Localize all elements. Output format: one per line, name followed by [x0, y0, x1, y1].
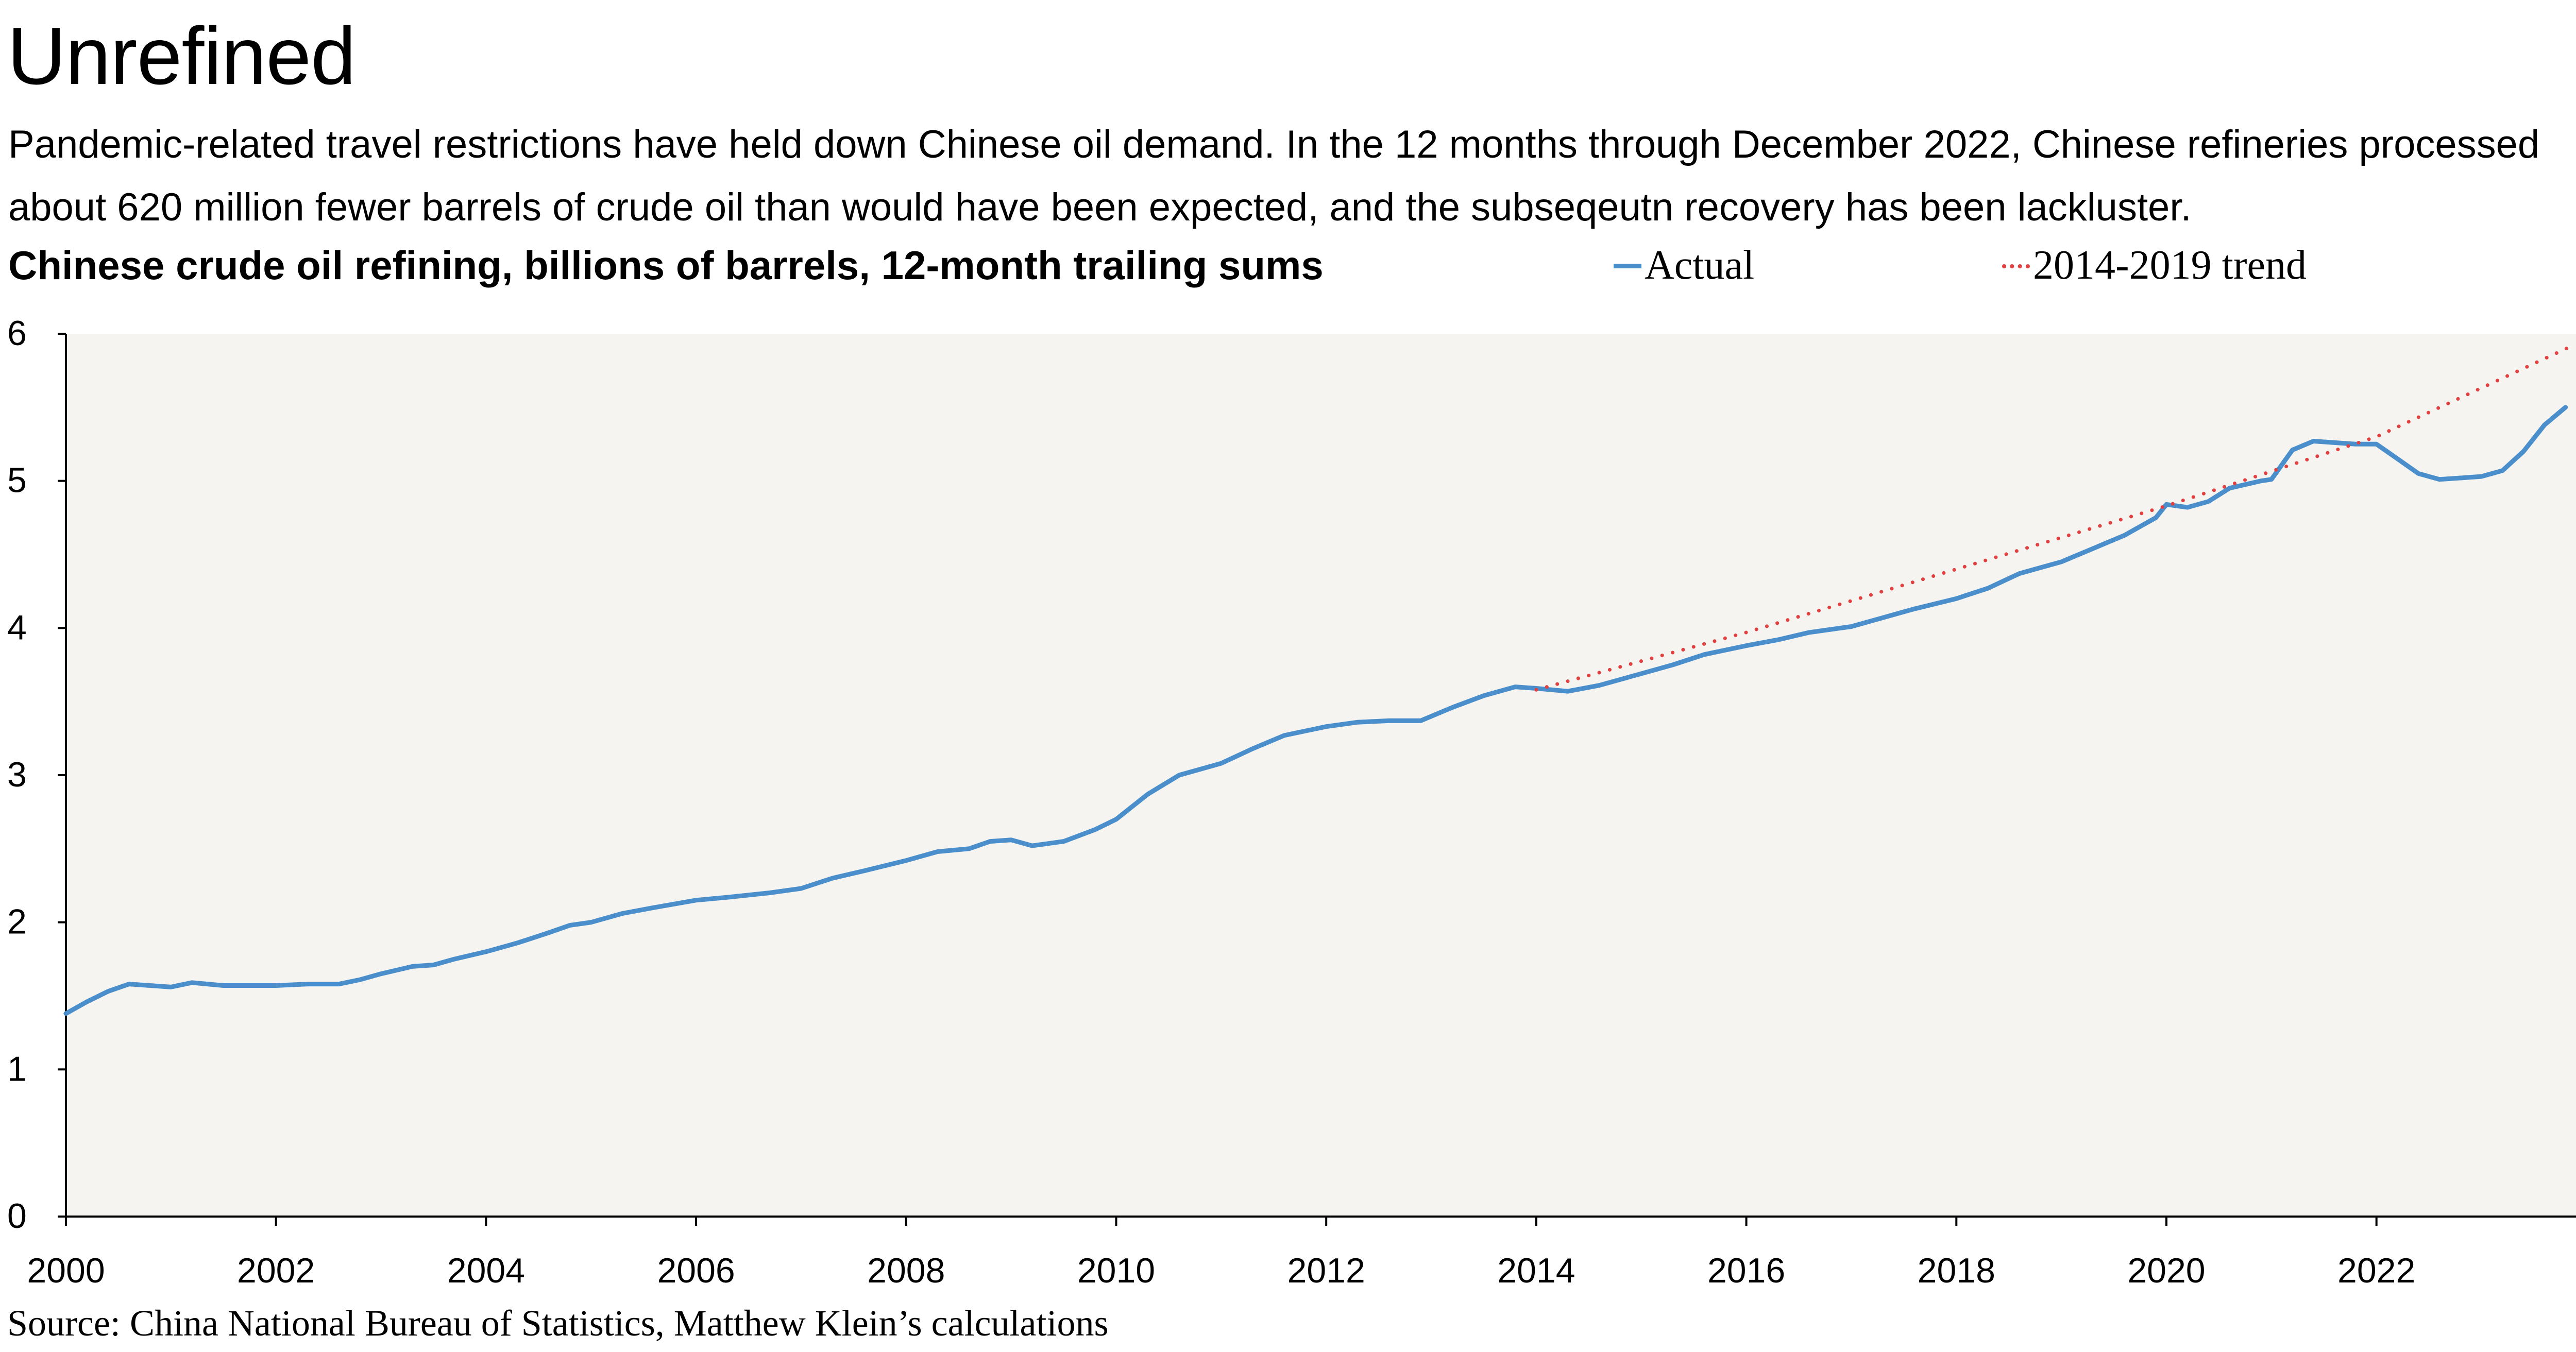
legend-swatch-trend	[2002, 264, 2030, 268]
y-tick-label: 2	[7, 902, 27, 942]
legend-item-actual: Actual	[1614, 242, 1754, 289]
legend-label-actual: Actual	[1645, 243, 1755, 288]
y-tick-label: 6	[7, 314, 27, 353]
x-tick-label: 2004	[447, 1251, 525, 1290]
x-tick-label: 2018	[1918, 1251, 1995, 1290]
x-tick-label: 2008	[867, 1251, 945, 1290]
y-tick-label: 4	[7, 608, 27, 647]
y-tick-label: 1	[7, 1049, 27, 1088]
series-layer	[63, 342, 2576, 1016]
y-tick-label: 5	[7, 461, 27, 500]
x-tick-label: 2020	[2127, 1251, 2205, 1290]
chart-data-label: Chinese crude oil refining, billions of …	[8, 243, 1324, 288]
x-tick-label: 2006	[657, 1251, 735, 1290]
series-line-trend	[1534, 342, 2576, 692]
x-tick-label: 2014	[1497, 1251, 1575, 1290]
source-note: Source: China National Bureau of Statist…	[7, 1303, 1109, 1344]
x-tick-label: 2022	[2337, 1251, 2415, 1290]
legend-swatch-actual	[1614, 264, 1641, 269]
x-tick-label: 2012	[1287, 1251, 1365, 1290]
x-tick-label: 2010	[1077, 1251, 1155, 1290]
legend-label-trend: 2014-2019 trend	[2033, 243, 2307, 288]
x-tick-label: 2002	[237, 1251, 315, 1290]
x-tick-label: 2000	[27, 1251, 105, 1290]
chart-title: Unrefined	[7, 11, 356, 101]
legend-item-trend: 2014-2019 trend	[2002, 242, 2307, 289]
chart-subtitle: Pandemic-related travel restrictions hav…	[8, 123, 2540, 229]
plot-area	[66, 334, 2576, 1217]
x-tick-label: 2016	[1707, 1251, 1785, 1290]
y-tick-label: 0	[7, 1196, 27, 1236]
y-tick-label: 3	[7, 755, 27, 794]
axes: 0 1 2 3 4 5 6 2000 2002 2004 2006 2008 2010 2012 2014 2…	[7, 314, 2576, 1290]
series-line-actual	[63, 405, 2568, 1016]
